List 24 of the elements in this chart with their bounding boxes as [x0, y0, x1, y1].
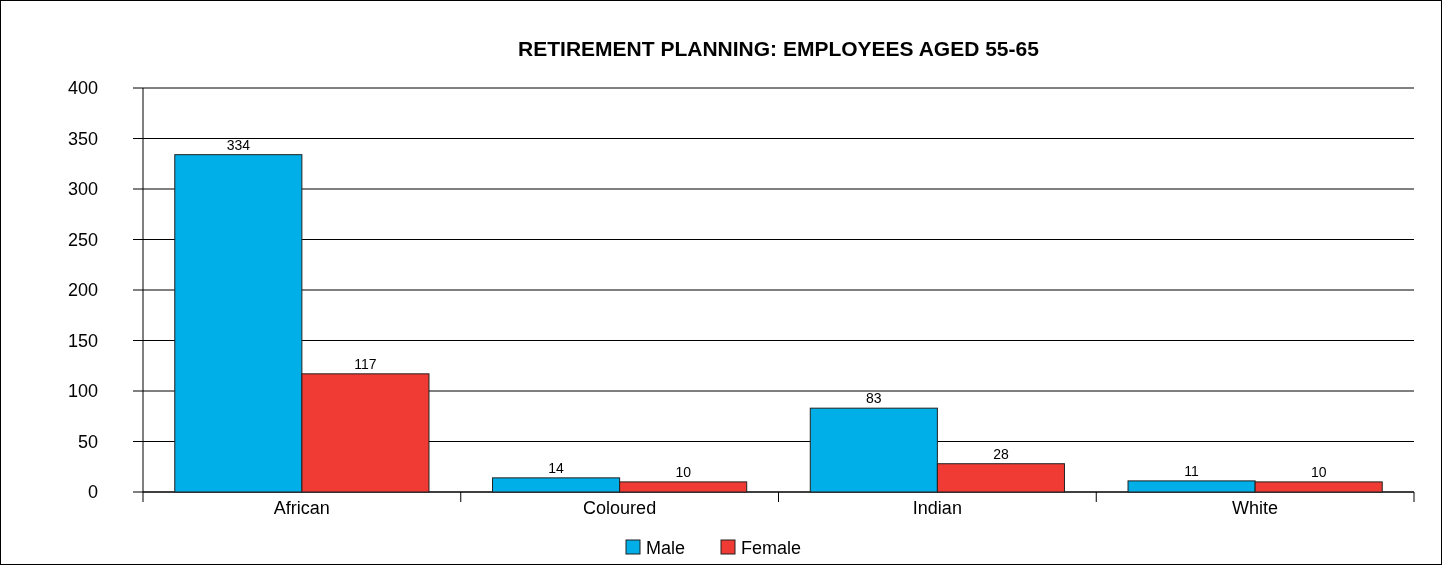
data-label: 14: [548, 459, 565, 476]
x-tick-label: Indian: [912, 498, 962, 518]
y-tick-label: 350: [67, 128, 98, 149]
data-label: 334: [226, 136, 251, 153]
chart-title: RETIREMENT PLANNING: EMPLOYEES AGED 55-65: [518, 37, 1040, 60]
y-tick-label: 200: [67, 280, 98, 301]
data-label: 10: [1310, 463, 1327, 480]
y-tick-label: 100: [67, 381, 98, 402]
legend-label: Female: [741, 538, 802, 559]
y-tick-label: 300: [67, 179, 98, 200]
data-label: 117: [354, 355, 377, 372]
y-tick-label: 0: [87, 482, 98, 503]
x-tick-label: African: [273, 498, 330, 518]
legend-label: Male: [646, 538, 686, 559]
y-tick-label: 50: [77, 431, 98, 452]
y-tick-label: 400: [67, 78, 98, 99]
data-label: 28: [993, 445, 1009, 462]
y-tick-label: 250: [67, 229, 98, 250]
data-label: 10: [675, 463, 692, 480]
y-tick-label: 150: [67, 330, 98, 351]
data-label: 11: [1184, 462, 1200, 479]
data-label: 83: [866, 390, 882, 407]
x-tick-label: Coloured: [583, 498, 657, 518]
x-tick-label: White: [1232, 498, 1279, 518]
